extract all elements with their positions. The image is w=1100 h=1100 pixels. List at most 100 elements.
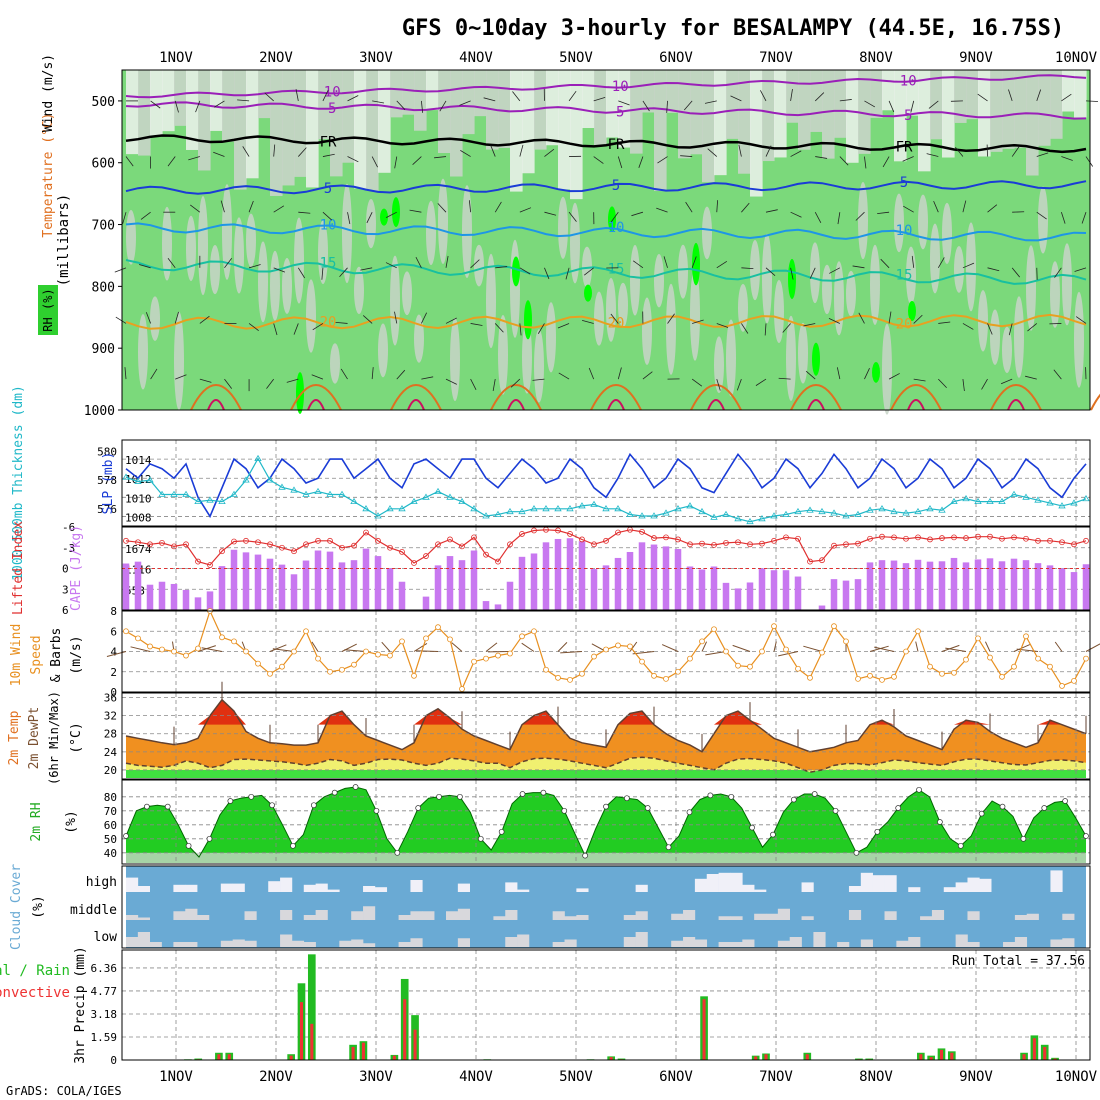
upper-wind-barb: [190, 204, 201, 213]
lifted-index-point: [375, 537, 381, 544]
upper-wind-barb: [273, 267, 286, 273]
cape-bar: [386, 568, 394, 610]
lifted-index-point: [603, 537, 609, 544]
thickness-point: [434, 487, 442, 494]
upper-wind-barb: [1085, 100, 1099, 102]
upper-wind-barb: [492, 379, 496, 391]
temperature-contour-line: [125, 101, 1087, 120]
upper-wind-barb: [803, 323, 816, 327]
thickness-point: [218, 497, 226, 505]
upper-wind-barb: [837, 212, 841, 225]
cloud-bar-high: [730, 872, 743, 892]
upper-wind-barb: [987, 323, 993, 335]
wind-speed-point: [651, 672, 657, 679]
cape-bar: [662, 546, 670, 610]
precip-convective-bar: [1022, 1054, 1026, 1060]
upper-wind-barb: [631, 211, 644, 217]
lifted-index-point: [495, 558, 501, 565]
thickness-point: [866, 506, 874, 513]
upper-wind-barb: [445, 255, 449, 268]
rh-dry-band: [666, 70, 679, 113]
upper-wind-barb: [852, 265, 865, 269]
lifted-index-point: [855, 540, 861, 547]
rh-point: [686, 809, 693, 816]
cape-bar: [278, 564, 286, 610]
temp-tick-label: 20: [104, 764, 117, 777]
lifted-axis-label: Lifted Index: [11, 521, 26, 615]
thickness-point: [662, 509, 670, 516]
upper-wind-barb: [755, 378, 767, 386]
precip-convective-bar: [1053, 1058, 1057, 1060]
rh-dry-patch: [330, 343, 340, 384]
rh-dry-band: [354, 70, 367, 189]
thickness-point: [878, 505, 886, 512]
upper-wind-barb: [237, 99, 250, 102]
wind-barb: [344, 649, 367, 652]
cape-bar: [638, 542, 646, 610]
thickness-point: [1082, 494, 1090, 502]
wind-speed-point: [423, 635, 429, 642]
lifted-index-point: [243, 537, 249, 544]
temp-unit-label: (°C): [69, 722, 84, 753]
precip-total-bar: [307, 954, 316, 1060]
lifted-index-point: [867, 535, 873, 542]
surface-hot-contour: [507, 399, 525, 411]
rh-dry-band: [966, 70, 979, 120]
upper-wind-barb: [544, 211, 557, 216]
x-tick-top-label: 3NOV: [359, 50, 393, 66]
temp-tick-label: 28: [104, 728, 117, 741]
upper-wind-barb: [765, 145, 772, 157]
upper-wind-barb: [150, 100, 161, 109]
cape-bar: [218, 566, 226, 610]
lifted-index-point: [1071, 541, 1077, 548]
rh-dry-band: [378, 70, 391, 173]
cloud-bar-low: [291, 940, 305, 947]
x-tick-top-label: 8NOV: [859, 50, 893, 66]
cape-bar: [230, 549, 238, 610]
cloud-bar-middle: [754, 913, 767, 920]
thickness-point: [158, 490, 166, 497]
rh-dry-patch: [654, 254, 664, 308]
upper-wind-barb: [266, 378, 275, 389]
thickness-tick-label: 578: [97, 474, 117, 487]
thickness-point: [854, 510, 862, 517]
rh-dry-band: [414, 70, 427, 131]
upper-wind-barb: [224, 257, 233, 269]
upper-wind-barb: [293, 323, 299, 335]
lifted-index-point: [447, 536, 453, 543]
cape-bar: [602, 565, 610, 610]
upper-wind-barb: [839, 99, 852, 102]
rh-axis-label: RH (%): [41, 288, 55, 331]
wind-speed-point: [579, 670, 585, 677]
lifted-index-point: [303, 541, 309, 548]
wind-speed-point: [915, 628, 921, 635]
upper-wind-barb: [199, 378, 212, 383]
upper-wind-barb: [544, 148, 555, 157]
upper-wind-barb: [362, 315, 373, 324]
cloud-bar-middle: [244, 911, 257, 920]
rh-dry-band: [702, 70, 715, 183]
upper-wind-barb: [1061, 212, 1066, 224]
upper-wind-barb: [321, 267, 324, 280]
rh-point: [832, 807, 839, 814]
upper-wind-barb: [716, 323, 729, 328]
slp-tick-label: 1008: [125, 511, 152, 524]
temperature-contour-label: 10: [608, 220, 625, 236]
rh-dry-band: [426, 70, 439, 111]
temperature-contour-label: -5: [608, 105, 625, 121]
upper-wind-barb: [716, 200, 719, 213]
upper-wind-barb: [610, 211, 619, 223]
wind-speed-point: [591, 653, 597, 660]
surface-hot-contour: [207, 399, 225, 411]
lifted-index-point: [843, 541, 849, 548]
cape-bar: [1082, 564, 1090, 610]
rh-dry-patch: [870, 244, 880, 325]
temperature-contour-label: 15: [320, 256, 337, 272]
upper-wind-barb: [1027, 323, 1038, 332]
lifted-tick-label: 0: [62, 563, 69, 576]
thickness-point: [770, 512, 778, 519]
thickness-point: [506, 507, 514, 515]
cape-bar: [914, 559, 922, 610]
wind-speed-point: [711, 626, 717, 633]
wind-speed-point: [855, 675, 861, 682]
